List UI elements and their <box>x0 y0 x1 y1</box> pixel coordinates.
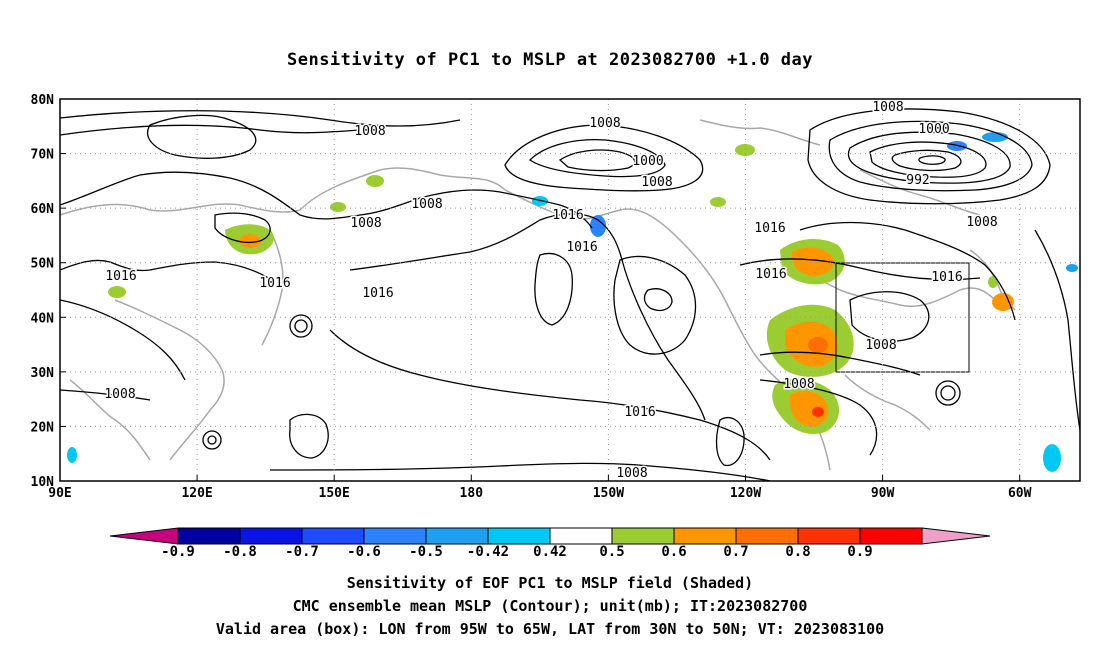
shade-canada-inner <box>791 247 834 276</box>
shade-greenland-negative-a <box>947 141 967 151</box>
colorbar-swatch <box>425 527 489 545</box>
y-axis: 10N 20N 30N 40N 50N 60N 70N 80N <box>31 93 66 490</box>
colorbar-swatch <box>611 527 675 545</box>
colorbar-swatch <box>487 527 551 545</box>
x-tick-label: 180 <box>460 486 484 501</box>
x-tick-label: 120E <box>181 486 212 501</box>
y-tick-label: 80N <box>31 93 55 108</box>
colorbar-swatch <box>797 527 861 545</box>
colorbar-label: -0.42 <box>466 544 510 560</box>
shade-gulf-core <box>812 407 824 417</box>
colorbar-label: 0.6 <box>661 544 687 560</box>
colorbar-label: 0.8 <box>785 544 811 560</box>
colorbar-label: 0.42 <box>533 544 567 560</box>
colorbar-low-triangle <box>109 527 179 545</box>
contour-label: 1008 <box>783 377 814 392</box>
shade-atlantic-negative-a <box>1043 444 1061 472</box>
chart-title: Sensitivity of PC1 to MSLP at 2023082700… <box>286 50 813 70</box>
colorbar <box>109 527 991 545</box>
contour-label: 1008 <box>872 100 903 115</box>
shade-greenland-negative-b <box>982 132 1008 142</box>
colorbar-label: -0.8 <box>223 544 257 560</box>
contour-label: 1008 <box>350 216 381 231</box>
contour-label: 1016 <box>755 267 786 282</box>
shade-siberia-a <box>366 175 384 187</box>
y-tick-label: 50N <box>31 257 55 272</box>
x-tick-label: 150W <box>593 486 624 501</box>
colorbar-high-triangle <box>921 527 991 545</box>
colorbar-label: -0.6 <box>347 544 381 560</box>
colorbar-swatch <box>673 527 737 545</box>
colorbar-label: -0.5 <box>409 544 443 560</box>
x-axis: 90E 120E 150E 180 150W 120W 90W 60W <box>48 475 1032 501</box>
shade-gulf-inner <box>789 390 829 427</box>
x-tick-label: 90W <box>871 486 895 501</box>
y-tick-label: 30N <box>31 366 55 381</box>
contour-label: 1016 <box>105 269 136 284</box>
contour-label: 1008 <box>411 197 442 212</box>
y-tick-label: 10N <box>31 475 55 490</box>
contour-labels: 1008 1008 1008 1008 1000 1008 1008 1000 992 1016 1… <box>103 99 999 483</box>
colorbar-label: -0.7 <box>285 544 319 560</box>
shaded-regions <box>67 132 1078 472</box>
footer-line-1: Sensitivity of EOF PC1 to MSLP field (Sh… <box>346 574 754 592</box>
colorbar-swatch <box>239 527 303 545</box>
colorbar-swatch <box>177 527 241 545</box>
colorbar-label: 0.7 <box>723 544 749 560</box>
shade-gulf-alaska-negative-a <box>590 215 606 237</box>
y-tick-label: 40N <box>31 311 55 326</box>
contour-label: 1016 <box>754 221 785 236</box>
shade-atlantic-negative-b <box>1066 264 1078 272</box>
contour-label: 1000 <box>632 154 663 169</box>
x-tick-label: 120W <box>730 486 761 501</box>
x-tick-label: 150E <box>319 486 350 501</box>
contour-label: 992 <box>906 173 929 188</box>
colorbar-swatch <box>735 527 799 545</box>
contour-label: 1016 <box>362 286 393 301</box>
shade-scs-negative <box>67 447 77 463</box>
contour-label: 1000 <box>918 122 949 137</box>
contour-label: 1008 <box>354 124 385 139</box>
contour-label: 1008 <box>104 387 135 402</box>
mslp-contours <box>60 108 1080 481</box>
contour-label: 1008 <box>616 466 647 481</box>
colorbar-swatch <box>549 527 613 545</box>
x-tick-label: 90E <box>48 486 71 501</box>
grid-lines <box>60 99 1080 481</box>
x-tick-label: 60W <box>1008 486 1032 501</box>
shade-southern-plains-core <box>808 337 828 353</box>
shade-northeast-china-inner <box>239 234 261 248</box>
contour-label: 1016 <box>552 208 583 223</box>
contour-label: 1016 <box>259 276 290 291</box>
shade-alaska-coast <box>710 197 726 207</box>
contour-label: 1008 <box>865 338 896 353</box>
shade-north-china <box>108 286 126 298</box>
colorbar-swatch <box>859 527 923 545</box>
colorbar-label: 0.9 <box>847 544 873 560</box>
contour-label: 1016 <box>566 240 597 255</box>
shade-labrador-a <box>992 293 1014 311</box>
y-tick-label: 60N <box>31 202 55 217</box>
contour-label: 1016 <box>624 405 655 420</box>
contour-label: 1016 <box>931 270 962 285</box>
shade-siberia-b <box>330 202 346 212</box>
colorbar-swatch <box>301 527 365 545</box>
y-tick-label: 20N <box>31 420 55 435</box>
shade-labrador-b <box>988 276 998 288</box>
colorbar-label: -0.9 <box>161 544 195 560</box>
colorbar-swatch <box>363 527 427 545</box>
footer-line-2: CMC ensemble mean MSLP (Contour); unit(m… <box>292 597 808 615</box>
y-tick-label: 70N <box>31 148 55 163</box>
contour-label: 1008 <box>966 215 997 230</box>
contour-label: 1008 <box>589 116 620 131</box>
colorbar-label: 0.5 <box>599 544 625 560</box>
footer-line-3: Valid area (box): LON from 95W to 65W, L… <box>215 620 885 638</box>
contour-label: 1008 <box>641 175 672 190</box>
plot-frame <box>59 98 1081 482</box>
